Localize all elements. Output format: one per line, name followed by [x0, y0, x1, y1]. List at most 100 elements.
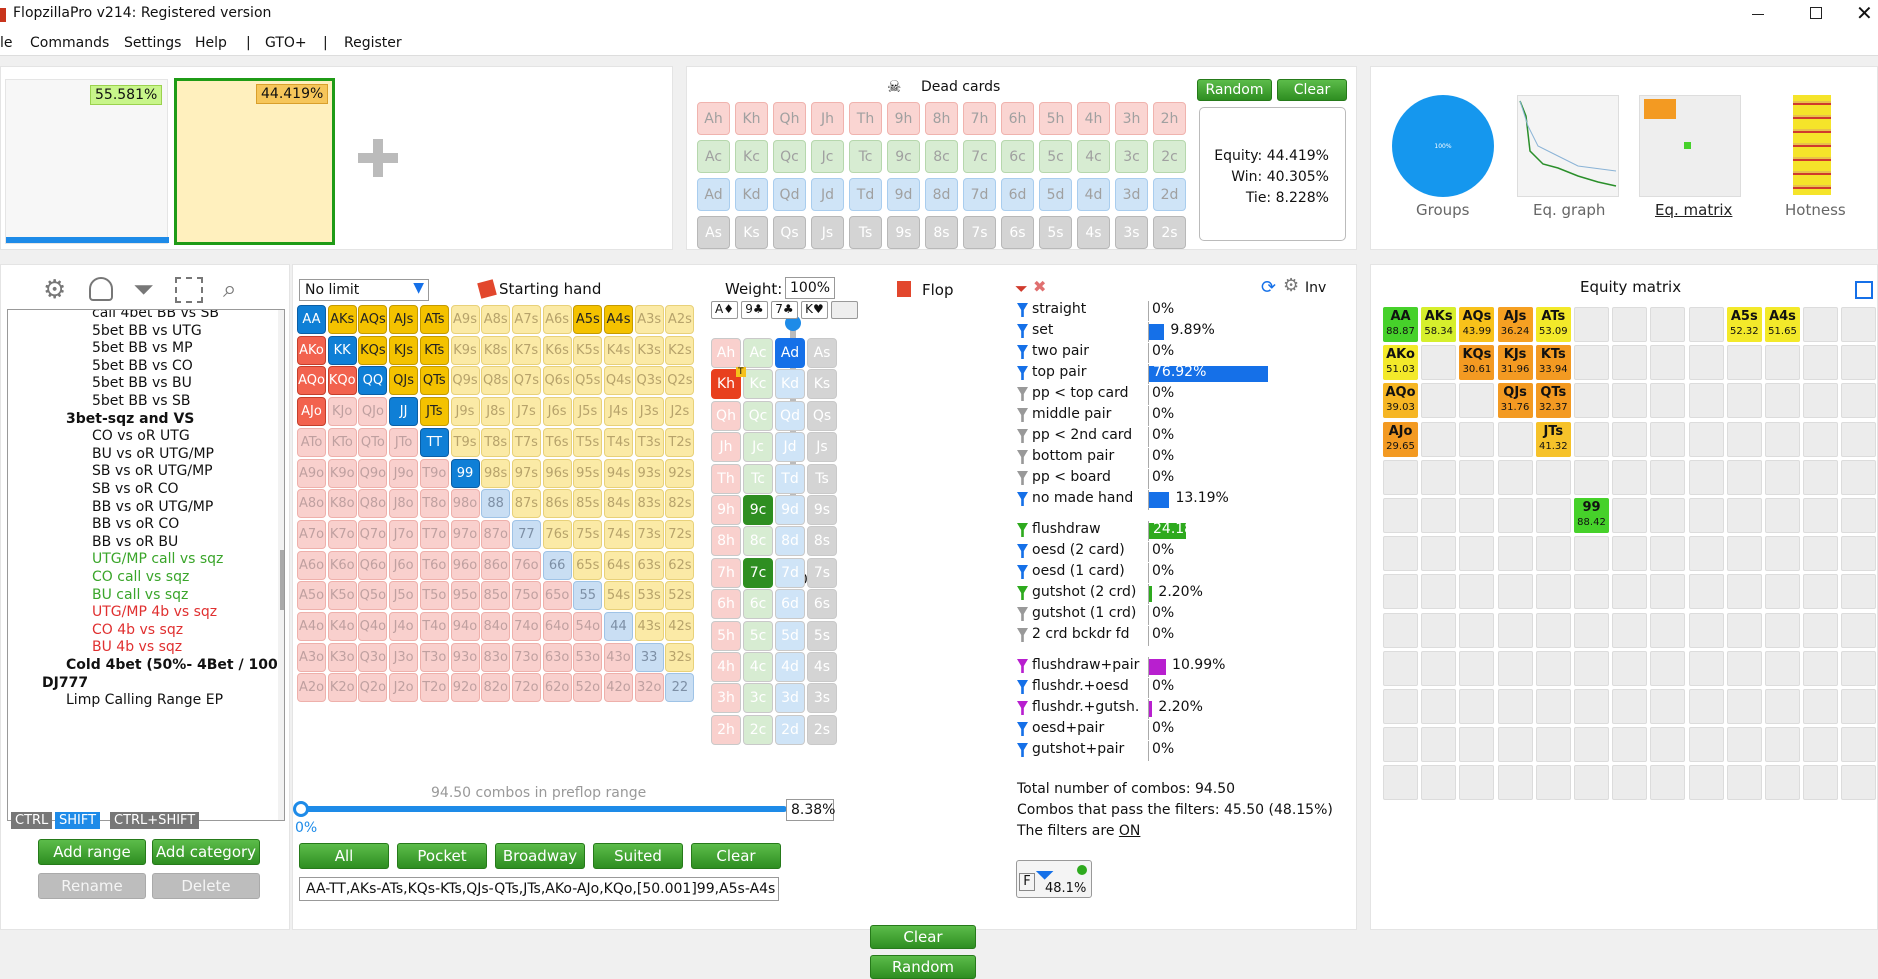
equity-cell-empty[interactable]	[1841, 345, 1877, 381]
equity-cell-empty[interactable]	[1459, 612, 1495, 648]
filter-settings-gear-icon[interactable]: ⚙	[1283, 275, 1300, 296]
hand-cell-Q4s[interactable]: Q4s	[604, 366, 633, 396]
hand-cell-65o[interactable]: 65o	[542, 581, 572, 611]
equity-cell-empty[interactable]	[1650, 345, 1686, 381]
equity-cell-empty[interactable]	[1459, 498, 1495, 533]
equity-cell-empty[interactable]	[1497, 612, 1533, 648]
filter-row[interactable]: oesd (2 card) 0%	[1012, 542, 1312, 562]
hand-cell-A7o[interactable]: A7o	[297, 519, 326, 549]
equity-cell-empty[interactable]	[1574, 536, 1609, 572]
equity-cell-empty[interactable]	[1726, 421, 1762, 457]
menu-gto[interactable]: GTO+	[265, 35, 307, 51]
equity-cell-empty[interactable]	[1688, 383, 1724, 419]
flop-card-5d[interactable]: 5d	[775, 620, 805, 651]
flop-card-3h[interactable]: 3h	[711, 683, 741, 714]
hand-cell-A6s[interactable]: A6s	[542, 305, 572, 334]
equity-cell-empty[interactable]	[1765, 498, 1800, 533]
hand-cell-Q4o[interactable]: Q4o	[358, 612, 388, 641]
range-slider-handle[interactable]	[293, 801, 309, 817]
add-range-button[interactable]: Add range	[38, 839, 146, 865]
equity-cell-AQo[interactable]: AQo 39.03	[1383, 383, 1418, 419]
equity-cell-empty[interactable]	[1535, 689, 1571, 724]
hand-cell-A2o[interactable]: A2o	[297, 673, 326, 703]
hand-cell-KJs[interactable]: KJs	[389, 335, 419, 365]
equity-cell-empty[interactable]	[1612, 612, 1648, 648]
equity-cell-empty[interactable]	[1612, 650, 1648, 686]
dead-card-2c[interactable]: 2c	[1153, 140, 1186, 173]
filter-row[interactable]: oesd+pair 0%	[1012, 720, 1312, 740]
hand-cell-92s[interactable]: 92s	[665, 458, 695, 488]
equity-cell-99[interactable]: 99 88.42	[1574, 498, 1609, 533]
hand-cell-Q7s[interactable]: Q7s	[511, 366, 541, 396]
equity-cell-empty[interactable]	[1650, 383, 1686, 419]
filter-funnel-icon[interactable]	[1017, 544, 1028, 558]
equity-cell-empty[interactable]	[1841, 689, 1877, 724]
filter-row[interactable]: gutshot+pair 0%	[1012, 741, 1312, 761]
hand-cell-93o[interactable]: 93o	[450, 642, 480, 672]
equity-cell-empty[interactable]	[1421, 536, 1457, 572]
hand-cell-Q2o[interactable]: Q2o	[358, 673, 388, 703]
equity-cell-empty[interactable]	[1497, 574, 1533, 610]
hand-cell-A8o[interactable]: A8o	[297, 489, 326, 519]
hand-cell-AQo[interactable]: AQo	[297, 366, 326, 396]
equity-cell-empty[interactable]	[1726, 612, 1762, 648]
hand-cell-KTo[interactable]: KTo	[327, 427, 357, 457]
flop-card-Qh[interactable]: Qh	[711, 400, 741, 431]
equity-cell-empty[interactable]	[1421, 383, 1457, 419]
equity-cell-empty[interactable]	[1574, 383, 1609, 419]
equity-cell-AKs[interactable]: AKs 58.34	[1421, 307, 1457, 342]
tree-item[interactable]: 5bet BB vs SB	[92, 393, 191, 409]
menu-settings[interactable]: Settings	[124, 35, 182, 51]
flop-card-7c[interactable]: 7c	[743, 557, 773, 588]
hand-cell-T8s[interactable]: T8s	[481, 427, 511, 457]
hand-cell-QQ[interactable]: QQ	[358, 366, 388, 396]
hand-cell-J4o[interactable]: J4o	[389, 612, 419, 641]
equity-cell-empty[interactable]	[1535, 727, 1571, 763]
board-slot[interactable]: 9♣	[741, 301, 768, 319]
equity-cell-empty[interactable]	[1650, 574, 1686, 610]
equity-cell-empty[interactable]	[1688, 421, 1724, 457]
filter-row[interactable]: oesd (1 card) 0%	[1012, 563, 1312, 583]
hand-cell-K8o[interactable]: K8o	[327, 489, 357, 519]
hand-cell-98s[interactable]: 98s	[481, 458, 511, 488]
hand-cell-Q9s[interactable]: Q9s	[450, 366, 480, 396]
filter-row[interactable]: flushdr.+oesd 0%	[1012, 678, 1312, 698]
flop-card-7s[interactable]: 7s	[807, 557, 837, 588]
hand-cell-Q9o[interactable]: Q9o	[358, 458, 388, 488]
dead-card-Jh[interactable]: Jh	[811, 102, 844, 135]
filter-row[interactable]: pp < top card 0%	[1012, 385, 1312, 405]
range-thumb-1[interactable]: 55.581%	[5, 79, 169, 244]
equity-cell-empty[interactable]	[1841, 498, 1877, 533]
menu-register[interactable]: Register	[344, 35, 402, 51]
dead-card-Td[interactable]: Td	[849, 178, 882, 211]
filter-row[interactable]: set 9.89%	[1012, 322, 1312, 342]
hand-cell-99[interactable]: 99	[450, 458, 480, 488]
weight-input[interactable]: 100%	[785, 277, 835, 299]
flop-card-8d[interactable]: 8d	[775, 526, 805, 557]
equity-cell-empty[interactable]	[1803, 612, 1839, 648]
hand-cell-K5o[interactable]: K5o	[327, 581, 357, 611]
hand-cell-Q8o[interactable]: Q8o	[358, 489, 388, 519]
equity-cell-empty[interactable]	[1574, 345, 1609, 381]
equity-cell-empty[interactable]	[1841, 765, 1877, 801]
tree-item[interactable]: call 4bet BB vs SB	[92, 309, 220, 321]
hand-cell-65s[interactable]: 65s	[573, 550, 603, 580]
filter-row[interactable]: flushdraw+pair 10.99%	[1012, 657, 1312, 677]
range-slider-track[interactable]	[299, 806, 787, 812]
equity-cell-empty[interactable]	[1841, 307, 1877, 342]
equity-cell-empty[interactable]	[1612, 574, 1648, 610]
equity-cell-empty[interactable]	[1497, 421, 1533, 457]
flop-card-7h[interactable]: 7h	[711, 557, 741, 588]
equity-cell-empty[interactable]	[1612, 727, 1648, 763]
flop-card-Th[interactable]: Th	[711, 463, 741, 494]
dead-card-5d[interactable]: 5d	[1039, 178, 1072, 211]
equity-cell-empty[interactable]	[1497, 727, 1533, 763]
filter-funnel-icon[interactable]	[1017, 722, 1028, 736]
invert-label[interactable]: Inv	[1305, 280, 1327, 296]
hand-cell-96o[interactable]: 96o	[450, 550, 480, 580]
dead-card-7s[interactable]: 7s	[963, 216, 996, 249]
tree-item[interactable]: UTG/MP 4b vs sqz	[92, 604, 218, 621]
flop-card-Qc[interactable]: Qc	[743, 400, 773, 431]
hand-cell-A9o[interactable]: A9o	[297, 458, 326, 488]
hand-cell-AKs[interactable]: AKs	[327, 305, 357, 334]
